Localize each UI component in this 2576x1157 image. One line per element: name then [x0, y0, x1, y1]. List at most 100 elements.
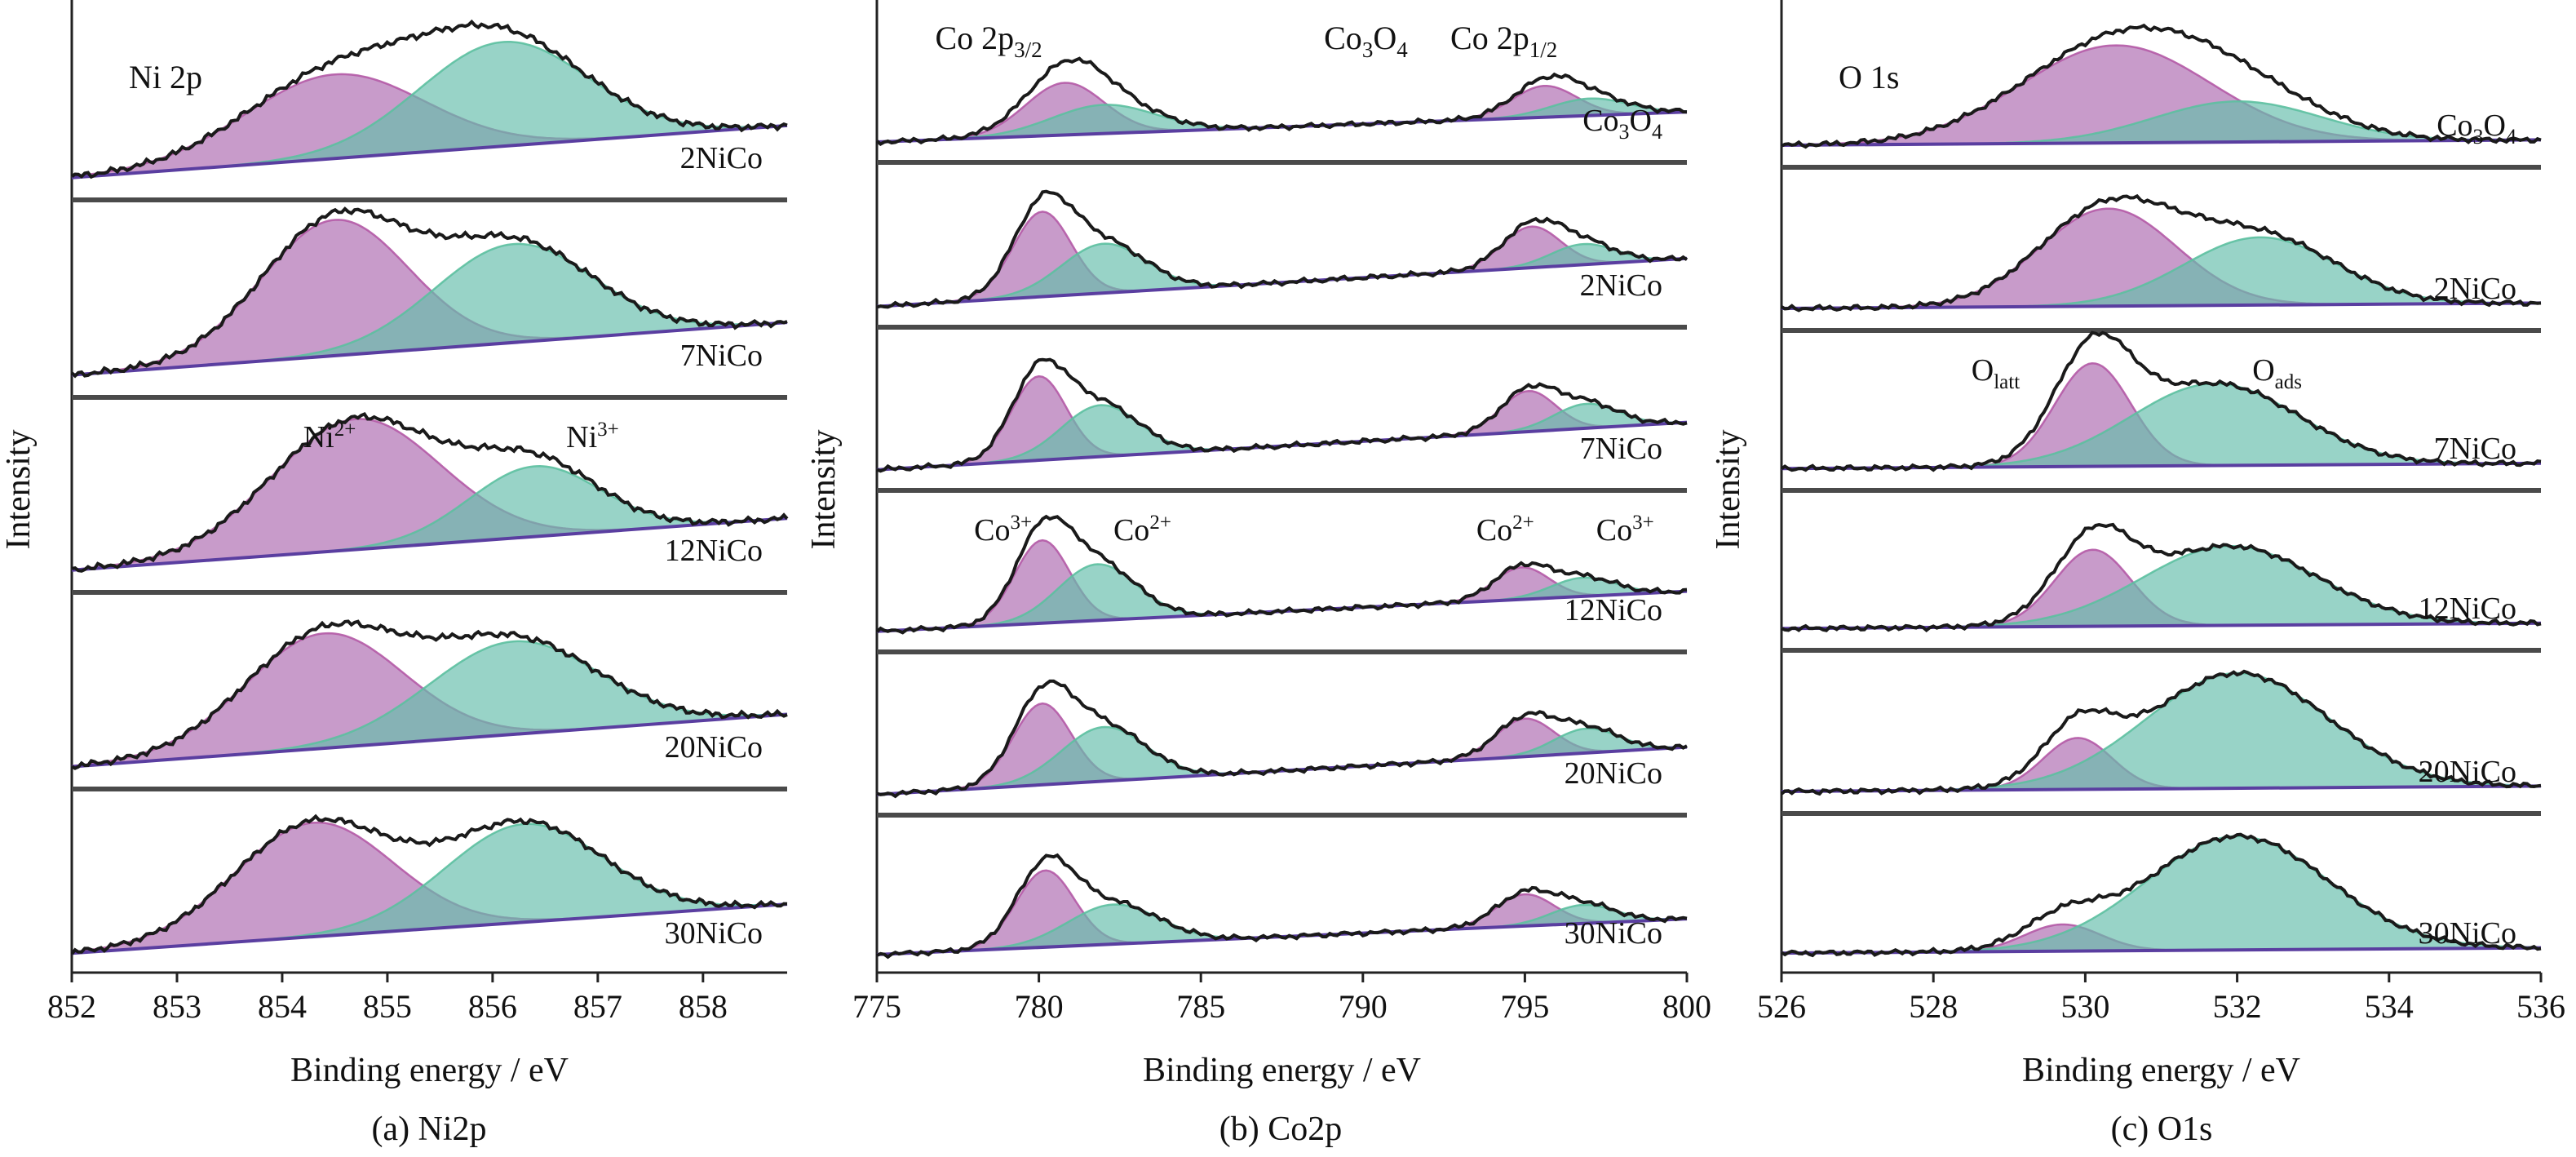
stack-12nico: 12NiCo: [71, 412, 789, 573]
sample-label: 7NiCo: [1580, 432, 1662, 466]
baseline-line: [876, 256, 1688, 308]
component-peak-1: [72, 419, 787, 570]
envelope-curve: [70, 813, 788, 955]
stack-separator: [72, 590, 787, 595]
component-peak-2: [1782, 237, 2541, 308]
x-tick-label: 856: [468, 988, 517, 1025]
stack-separator: [72, 395, 787, 400]
stack-separator: [877, 488, 1687, 493]
component-peak-4: [877, 728, 1687, 795]
stack-separator: [877, 325, 1687, 330]
component-label: Co3+: [1596, 512, 1654, 547]
subscript: 4: [2506, 125, 2516, 149]
x-tick-label: 795: [1500, 988, 1549, 1025]
superscript: 3+: [597, 419, 619, 441]
subscript: 3: [1362, 38, 1374, 62]
sample-label: 30NiCo: [665, 916, 763, 951]
envelope-curve: [71, 412, 789, 573]
sample-label: 20NiCo: [665, 730, 763, 765]
subscript: 4: [1396, 38, 1408, 62]
component-peak-2: [877, 243, 1687, 307]
panel-header-label: Co 2p3/2: [935, 20, 1042, 62]
baseline-line: [1781, 138, 2542, 148]
stack-2nico: 2NiCo: [876, 189, 1689, 309]
x-tick-label: 790: [1339, 988, 1388, 1025]
baseline-line: [876, 110, 1688, 144]
baseline-line: [71, 516, 788, 572]
stack-7nico: 7NiCo: [876, 357, 1688, 473]
component-peak-4: [877, 403, 1687, 470]
component-peak-2: [1782, 101, 2541, 145]
stack-separator: [1782, 165, 2541, 170]
sample-label: Co3O4: [2437, 109, 2516, 149]
stack-30nico: 30NiCo: [876, 853, 1688, 960]
x-axis-title: Binding energy / eV: [1143, 1052, 1421, 1089]
subscript: 3: [1619, 120, 1630, 144]
component-label: Ni2+: [303, 419, 356, 454]
envelope-curve: [71, 619, 788, 770]
x-tick-label: 532: [2213, 988, 2262, 1025]
stack-2nico: 2NiCo: [70, 19, 788, 180]
x-axis-title: Binding energy / eV: [2022, 1052, 2300, 1089]
stack-20nico: 20NiCo: [876, 679, 1688, 799]
subscript: 3: [2473, 125, 2484, 149]
envelope-curve: [70, 206, 788, 379]
sample-label: 7NiCo: [680, 339, 763, 373]
sample-label: 12NiCo: [1565, 593, 1662, 627]
panel-caption: (c) O1s: [2111, 1110, 2213, 1148]
panel-header-label: Co3O4: [1324, 20, 1408, 62]
envelope-curve: [875, 56, 1688, 147]
envelope-curve: [876, 189, 1689, 309]
x-tick-label: 530: [2060, 988, 2109, 1025]
envelope-curve: [1781, 23, 2542, 149]
sample-label: 12NiCo: [665, 534, 763, 568]
component-peak-2: [877, 405, 1687, 470]
stack-separator: [72, 787, 787, 791]
x-tick-label: 855: [363, 988, 412, 1025]
subscript: 1/2: [1529, 38, 1558, 62]
x-tick-label: 853: [153, 988, 201, 1025]
component-label: Co3+: [974, 512, 1032, 547]
panel-header-label: O 1s: [1839, 59, 1899, 95]
panel-ni2p: 2NiCo 7NiCo 12NiCo 20NiCo 30NiCo Ni 2p Ni2+ Ni3…: [0, 0, 789, 1148]
component-peak-2: [877, 104, 1687, 142]
superscript: 2+: [1512, 512, 1534, 534]
stack-12nico: 12NiCo: [875, 514, 1688, 635]
subscript: 3/2: [1014, 38, 1042, 62]
component-label: Ni3+: [566, 419, 619, 454]
sample-label: 2NiCo: [1580, 268, 1662, 303]
envelope-curve: [876, 679, 1688, 799]
stack-30nico: 30NiCo: [70, 813, 788, 955]
envelope-curve: [70, 19, 788, 180]
stack-separator: [1782, 648, 2541, 653]
envelope-curve: [875, 514, 1688, 635]
sample-label: 30NiCo: [2419, 916, 2516, 951]
panel-header-label: Ni 2p: [129, 59, 202, 95]
baseline-line: [71, 712, 788, 769]
panel-o1s: Co3O4 2NiCo 7NiCo 12NiCo 20NiCo 30NiCo O 1s Ola…: [1710, 0, 2565, 1148]
x-tick-label: 780: [1015, 988, 1064, 1025]
y-axis-title: Intensity: [1710, 430, 1747, 550]
stack-2nico: 2NiCo: [1780, 193, 2542, 313]
component-label: Co2+: [1476, 512, 1534, 547]
component-label: Oads: [2252, 353, 2302, 393]
sample-label: 2NiCo: [2434, 272, 2516, 306]
component-peak-2: [72, 823, 787, 954]
envelope-curve: [1780, 669, 2542, 796]
x-tick-label: 854: [258, 988, 307, 1025]
sample-label: 7NiCo: [2434, 432, 2516, 466]
component-peak-2: [72, 466, 787, 570]
component-peak-4: [877, 577, 1687, 632]
component-peak-2: [877, 904, 1687, 955]
component-peak-2: [72, 42, 787, 178]
x-tick-label: 857: [573, 988, 622, 1025]
panel-caption: (a) Ni2p: [371, 1110, 486, 1148]
sample-label: 12NiCo: [2419, 592, 2516, 626]
stack-separator: [877, 160, 1687, 165]
sample-label: 20NiCo: [2419, 755, 2516, 789]
x-tick-label: 534: [2365, 988, 2414, 1025]
component-peak-4: [877, 905, 1687, 955]
subscript: latt: [1994, 371, 2020, 393]
stack-separator: [1782, 488, 2541, 493]
